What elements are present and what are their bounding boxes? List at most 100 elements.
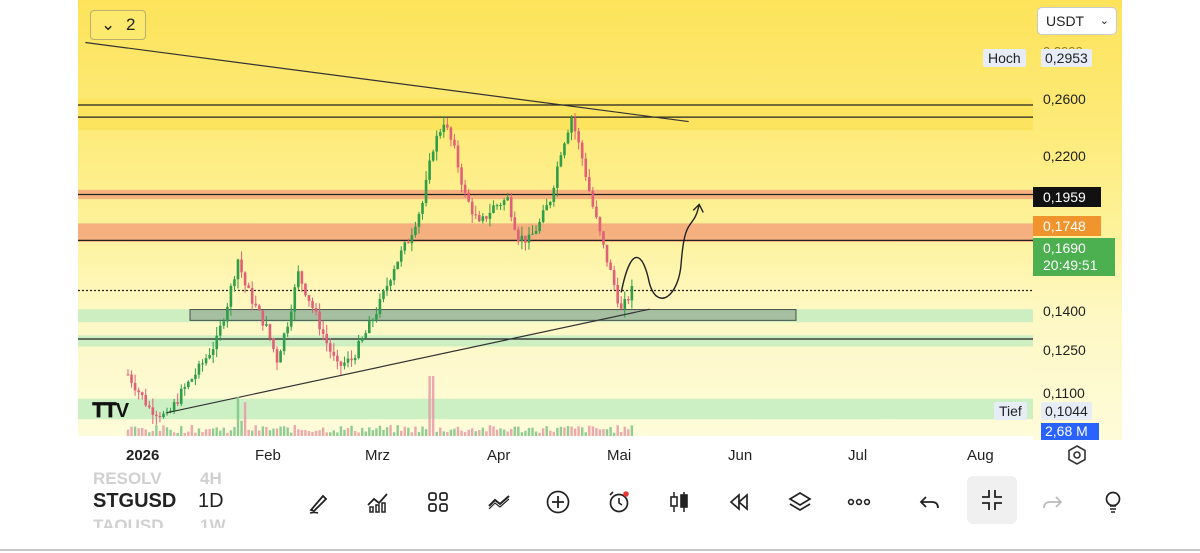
volume-bar — [265, 426, 268, 436]
volume-bar — [236, 396, 240, 436]
collapse-icon[interactable] — [967, 476, 1017, 524]
candle-body — [584, 158, 588, 178]
time-label: Mrz — [365, 447, 390, 464]
candle-body — [247, 285, 250, 288]
candle-body — [194, 374, 197, 380]
chart-area[interactable]: ⌄ 2 𝐓𝐓V — [78, 0, 1033, 436]
alert-icon[interactable] — [599, 482, 639, 522]
volume-bar — [623, 426, 626, 436]
symbol-selector[interactable]: STGUSD — [93, 490, 177, 512]
undo-icon[interactable] — [910, 482, 950, 522]
volume-bar — [513, 426, 516, 436]
candle-body — [559, 155, 563, 167]
time-label: Aug — [967, 447, 994, 464]
volume-bar — [293, 425, 296, 436]
candle-body — [627, 298, 630, 301]
volume-bar — [222, 427, 226, 436]
candle-body — [556, 166, 559, 188]
volume-bar — [598, 429, 602, 436]
trend-line-icon[interactable] — [479, 482, 519, 522]
chevron-down-icon: ⌄ — [101, 15, 116, 34]
interval-selector[interactable]: 1D — [198, 490, 224, 512]
candle-body — [399, 250, 403, 262]
currency-select[interactable]: USDT ⌄ — [1037, 7, 1117, 35]
chart-settings-icon[interactable] — [1066, 444, 1088, 466]
ghost-interval-bottom: 1W — [200, 516, 226, 528]
volume-bar — [414, 426, 417, 436]
volume-bar — [510, 428, 513, 436]
candle-body — [552, 187, 556, 203]
candle-body — [524, 235, 527, 243]
candle-body — [147, 405, 151, 408]
redo-icon[interactable] — [1032, 482, 1072, 522]
candle-body — [463, 184, 467, 193]
volume-bar — [311, 431, 314, 436]
add-icon[interactable] — [538, 482, 578, 522]
volume-bar — [364, 431, 367, 436]
volume-bar — [492, 426, 495, 436]
idea-icon[interactable] — [1100, 482, 1122, 522]
candle-body — [328, 343, 332, 352]
candle-body — [520, 235, 524, 242]
volume-bar — [297, 429, 300, 436]
candle-body — [488, 212, 492, 219]
candle-body — [470, 201, 474, 215]
volume-bar — [488, 425, 492, 436]
volume-bar — [254, 425, 257, 436]
candle-body — [201, 363, 204, 365]
candle-body — [538, 221, 541, 232]
volume-bar — [144, 429, 147, 436]
volume-bar — [158, 431, 162, 436]
price-label: 0,1400 — [1043, 303, 1086, 319]
indicators-icon[interactable] — [358, 482, 398, 522]
bar-countdown: 20:49:51 — [1043, 257, 1098, 273]
candle-body — [233, 279, 236, 287]
candle-body — [190, 379, 194, 382]
candle-body — [353, 358, 357, 361]
volume-bar — [169, 429, 172, 436]
volume-bar — [463, 432, 467, 436]
candle-body — [257, 305, 261, 311]
price-axis[interactable]: 0,2900 0,2953 0,2600 0,2200 0,1959 0,174… — [1033, 0, 1122, 440]
candle-body — [467, 192, 470, 202]
collapse-indicators-button[interactable]: ⌄ 2 — [90, 10, 146, 40]
volume-bar — [353, 431, 357, 436]
time-label: Jul — [848, 447, 868, 464]
candle-body — [211, 349, 215, 356]
layers-icon[interactable] — [780, 482, 820, 522]
volume-bar — [357, 432, 360, 436]
candle-body — [236, 259, 240, 280]
volume-bar — [304, 430, 307, 436]
templates-icon[interactable] — [418, 482, 458, 522]
candle-body — [460, 167, 463, 185]
candle-body — [435, 135, 439, 152]
candle-body — [477, 214, 481, 222]
high-value: 0,2953 — [1041, 49, 1092, 67]
volume-bar — [137, 428, 140, 436]
candlestick-chart[interactable] — [78, 0, 1033, 436]
candle-body — [527, 234, 531, 243]
candle-body — [591, 190, 595, 207]
brush-icon[interactable] — [299, 482, 339, 522]
volume-bar — [545, 426, 548, 436]
volume-bar — [517, 426, 520, 436]
candle-body — [502, 200, 506, 206]
volume-bar — [460, 430, 463, 436]
candle-body — [513, 217, 517, 230]
candle-body — [506, 197, 509, 201]
volume-bar — [602, 429, 605, 436]
volume-bar — [208, 429, 211, 436]
candle-body — [364, 333, 368, 338]
candle-body — [336, 355, 339, 362]
volume-bar — [226, 432, 229, 436]
candle-body — [403, 242, 407, 251]
candle-body — [325, 333, 329, 344]
candle-body — [318, 311, 321, 330]
more-icon[interactable] — [839, 482, 879, 522]
candle-body — [162, 413, 165, 418]
candles-icon[interactable] — [659, 482, 699, 522]
volume-bar — [318, 430, 321, 436]
time-axis[interactable]: 2026 Feb Mrz Apr Mai Jun Jul Aug — [78, 440, 1122, 472]
replay-icon[interactable] — [719, 482, 759, 522]
volume-bar — [190, 425, 194, 436]
